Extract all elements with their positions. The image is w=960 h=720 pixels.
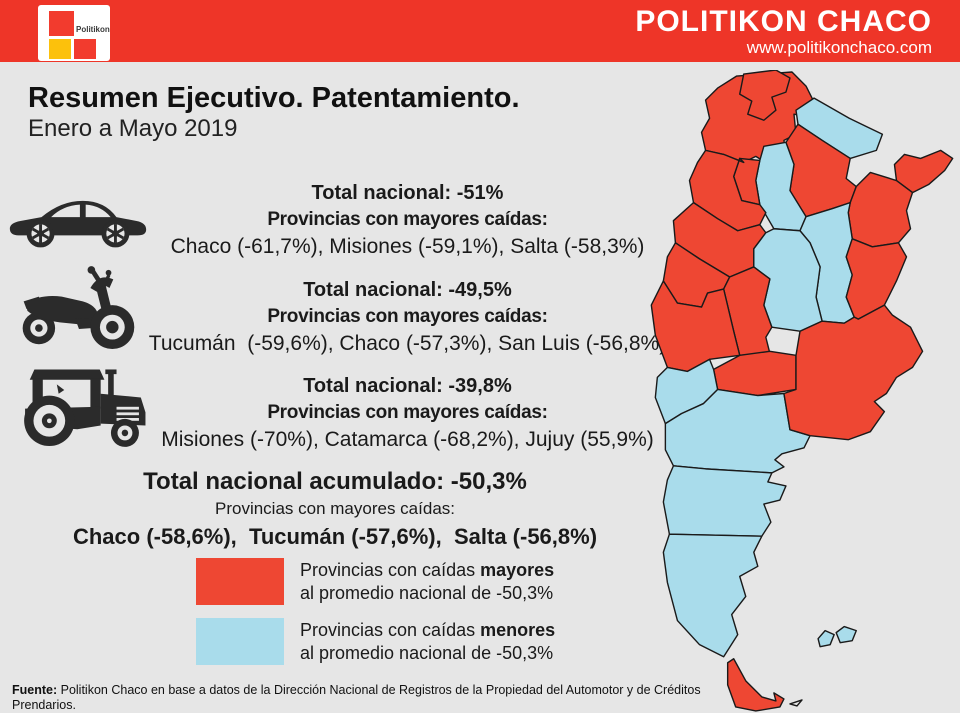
legend-text-line2: al promedio nacional de -50,3%: [300, 582, 554, 603]
legend-item-above-average: Provincias con caídas mayores al promedi…: [196, 558, 555, 605]
logo-square-red-bottom: [74, 39, 96, 59]
legend-label-below: Provincias con caídas menores al promedi…: [300, 619, 555, 665]
car-icon: [9, 200, 147, 248]
bottom-white-strip: [0, 713, 960, 720]
legend-text-prefix: Provincias con caídas: [300, 559, 481, 580]
stats-section-machinery: Total nacional: -39,8% Provincias con ma…: [140, 373, 675, 454]
stats-section-cars: Total nacional: -51% Provincias con mayo…: [140, 180, 675, 261]
summary-detail: Chaco (-58,6%), Tucumán (-57,6%), Salta …: [72, 524, 598, 549]
islas-malvinas-east: [835, 625, 857, 644]
machinery-subheading: Provincias con mayores caídas:: [267, 402, 548, 423]
brand-website: www.politikonchaco.com: [746, 38, 932, 57]
logo-square-red-top: [49, 11, 74, 36]
logo-wordmark: Politikon: [76, 25, 110, 34]
province-buenos-aires: [783, 304, 924, 441]
summary-total: Total nacional acumulado: -50,3%: [143, 468, 527, 495]
car-wheel-rear: [26, 219, 55, 248]
province-tierra-del-fuego: [726, 658, 785, 712]
legend-label-above: Provincias con caídas mayores al promedi…: [300, 559, 554, 605]
source-note: Fuente: Politikon Chaco en base a datos …: [12, 683, 707, 713]
province-cordoba: [753, 228, 823, 332]
brand-name: POLITIKON CHACO: [635, 5, 932, 38]
brand-block: POLITIKON CHACO www.politikonchaco.com: [635, 6, 932, 58]
cars-subheading: Provincias con mayores caídas:: [267, 209, 548, 230]
legend-swatch-blue: [196, 618, 284, 665]
machinery-total: Total nacional: -39,8%: [303, 375, 512, 397]
province-catamarca: [688, 149, 767, 232]
stats-section-motorcycles: Total nacional: -49,5% Provincias con ma…: [140, 277, 675, 358]
province-jujuy: [739, 70, 791, 121]
cars-detail: Chaco (-61,7%), Misiones (-59,1%), Salta…: [170, 235, 645, 258]
legend-text-bold: mayores: [480, 559, 555, 580]
header-banner: Politikon POLITIKON CHACO www.politikonc…: [0, 0, 960, 62]
cars-total: Total nacional: -51%: [311, 182, 504, 204]
scooter-icon: [22, 266, 135, 350]
province-rio-negro: [664, 388, 811, 474]
province-chubut: [662, 465, 787, 537]
page-title: Resumen Ejecutivo. Patentamiento.: [28, 82, 520, 114]
motorcycles-detail: Tucumán (-59,6%), Chaco (-57,3%), San Lu…: [148, 332, 667, 355]
legend-swatch-red: [196, 558, 284, 605]
motorcycles-total: Total nacional: -49,5%: [303, 279, 512, 301]
argentina-choropleth-map: [650, 70, 954, 712]
page-subtitle: Enero a Mayo 2019: [28, 115, 238, 142]
isla-de-los-estados: [789, 699, 803, 707]
islas-malvinas-west: [817, 629, 835, 648]
source-label: Fuente:: [12, 683, 58, 697]
logo-square-yellow: [49, 39, 71, 59]
summary-block: Total nacional acumulado: -50,3% Provinc…: [25, 467, 645, 553]
politikon-logo: Politikon: [38, 5, 110, 61]
legend-text-line2: al promedio nacional de -50,3%: [300, 642, 554, 663]
source-text: Politikon Chaco en base a datos de la Di…: [12, 683, 701, 712]
car-wheel-front: [101, 219, 130, 248]
legend-item-below-average: Provincias con caídas menores al promedi…: [196, 618, 555, 665]
province-entre-rios: [845, 238, 908, 320]
map-legend: Provincias con caídas mayores al promedi…: [196, 558, 555, 678]
summary-subheading: Provincias con mayores caídas:: [215, 499, 455, 518]
machinery-detail: Misiones (-70%), Catamarca (-68,2%), Juj…: [161, 428, 654, 451]
title-block: Resumen Ejecutivo. Patentamiento. Enero …: [28, 82, 520, 143]
motorcycles-subheading: Provincias con mayores caídas:: [267, 306, 548, 327]
province-la-pampa: [712, 350, 797, 397]
tractor-icon: [24, 369, 146, 447]
legend-text-bold: menores: [480, 619, 556, 640]
province-santa-cruz: [662, 533, 763, 658]
legend-text-prefix: Provincias con caídas: [300, 619, 481, 640]
